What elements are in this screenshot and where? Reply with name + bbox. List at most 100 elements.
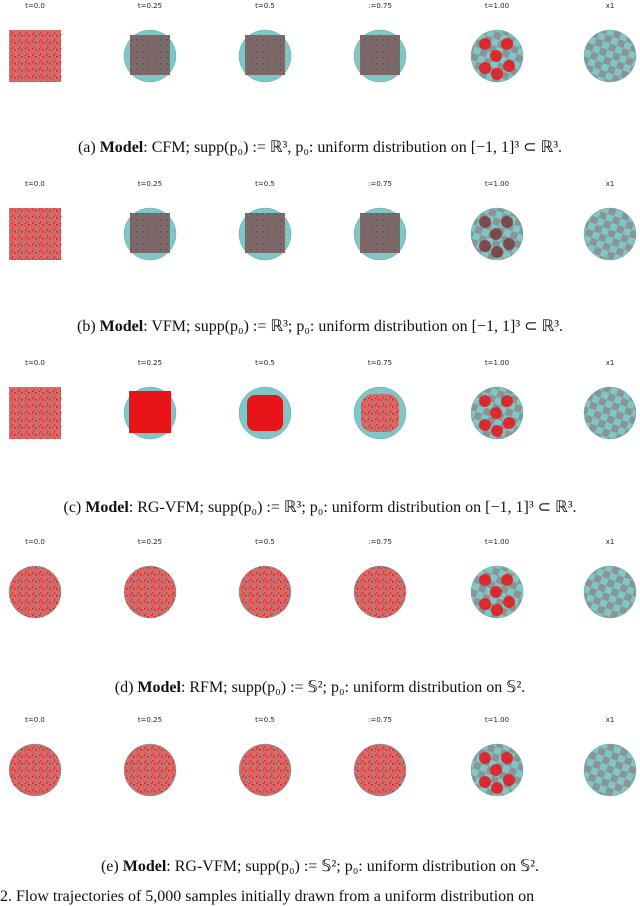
sample-blob	[503, 596, 515, 608]
time-label: t=0.5	[255, 538, 275, 546]
panel	[123, 565, 177, 619]
time-label: t=0.25	[138, 2, 162, 10]
sample-blob	[503, 60, 515, 72]
caption-text: : CFM; supp(p₀) := ℝ³, p₀: uniform distr…	[143, 139, 563, 156]
caption-model: Model	[99, 318, 144, 335]
panel	[353, 565, 407, 619]
caption: (e) Model: RG-VFM; supp(p₀) := 𝕊²; p₀: u…	[0, 856, 640, 876]
sample-blob	[491, 246, 503, 258]
sample-blob	[501, 752, 513, 764]
panel	[353, 207, 407, 261]
sphere	[583, 743, 637, 797]
caption-label: (b)	[76, 318, 96, 335]
time-label: x1	[606, 2, 615, 10]
sphere	[238, 565, 292, 619]
time-label: t=0.25	[138, 538, 162, 546]
sample-cloud	[129, 391, 171, 433]
sample-blob	[479, 574, 491, 586]
time-label: x1	[606, 180, 615, 188]
sample-cloud	[247, 395, 283, 431]
panel	[470, 29, 524, 83]
sample-blob	[479, 598, 491, 610]
sample-blob	[479, 776, 491, 788]
caption: (d) Model: RFM; supp(p₀) := 𝕊²; p₀: unif…	[0, 677, 640, 697]
panel	[238, 743, 292, 797]
sample-blob	[490, 586, 502, 598]
sample-blob	[490, 50, 502, 62]
sample-blob	[491, 425, 503, 437]
sample-cloud	[245, 213, 285, 253]
sample-blob	[491, 782, 503, 794]
time-label: t=0.0	[25, 180, 45, 188]
caption-model: Model	[99, 139, 144, 156]
time-label: :=0.75	[368, 2, 392, 10]
sphere	[353, 743, 407, 797]
sample-blob	[479, 216, 491, 228]
sphere	[123, 565, 177, 619]
panel	[8, 565, 62, 619]
panel	[9, 208, 61, 260]
sample-blob	[501, 395, 513, 407]
caption-model: Model	[137, 679, 181, 696]
sphere	[583, 29, 637, 83]
panel	[583, 29, 637, 83]
time-label: t=0.5	[255, 359, 275, 367]
time-label: t=1.00	[485, 2, 509, 10]
caption-text: : RG-VFM; supp(p₀) := ℝ³; p₀: uniform di…	[128, 499, 577, 516]
sample-cloud	[9, 30, 61, 82]
sample-blob	[501, 216, 513, 228]
time-label: :=0.75	[368, 538, 392, 546]
time-label: t=0.25	[138, 180, 162, 188]
caption-label: (a)	[77, 139, 96, 156]
panel	[353, 743, 407, 797]
panel	[238, 386, 292, 440]
panel	[238, 565, 292, 619]
time-label: t=0.0	[25, 2, 45, 10]
panel	[123, 743, 177, 797]
sample-blob	[479, 395, 491, 407]
panel	[353, 386, 407, 440]
time-label: :=0.75	[368, 716, 392, 724]
sample-cloud	[130, 213, 170, 253]
time-label: t=1.00	[485, 538, 509, 546]
caption-text: : RFM; supp(p₀) := 𝕊²; p₀: uniform distr…	[180, 679, 526, 696]
panel	[8, 743, 62, 797]
sample-blob	[503, 417, 515, 429]
time-label: x1	[606, 538, 615, 546]
caption-text: : VFM; supp(p₀) := ℝ³; p₀: uniform distr…	[143, 318, 564, 335]
sample-blob	[479, 419, 491, 431]
sphere	[583, 207, 637, 261]
panel	[470, 743, 524, 797]
time-label: x1	[606, 359, 615, 367]
caption: (b) Model: VFM; supp(p₀) := ℝ³; p₀: unif…	[0, 316, 640, 336]
sample-cloud	[130, 35, 170, 75]
panel	[123, 207, 177, 261]
figure-caption: 2. Flow trajectories of 5,000 samples in…	[0, 888, 535, 905]
sample-blob	[503, 774, 515, 786]
sample-cloud	[360, 213, 400, 253]
panel	[583, 386, 637, 440]
panel	[583, 565, 637, 619]
sample-blob	[501, 574, 513, 586]
panel	[583, 743, 637, 797]
sphere	[583, 565, 637, 619]
sample-blob	[490, 228, 502, 240]
panel	[123, 29, 177, 83]
sample-blob	[490, 407, 502, 419]
sphere	[583, 386, 637, 440]
sample-cloud	[9, 387, 61, 439]
panel	[583, 207, 637, 261]
panel	[470, 386, 524, 440]
panel	[9, 387, 61, 439]
sphere	[123, 743, 177, 797]
panel	[238, 29, 292, 83]
panel	[470, 565, 524, 619]
panel	[238, 207, 292, 261]
sphere	[238, 743, 292, 797]
sample-cloud	[9, 208, 61, 260]
sample-cloud	[360, 35, 400, 75]
time-label: t=0.0	[25, 716, 45, 724]
time-label: t=0.25	[138, 359, 162, 367]
